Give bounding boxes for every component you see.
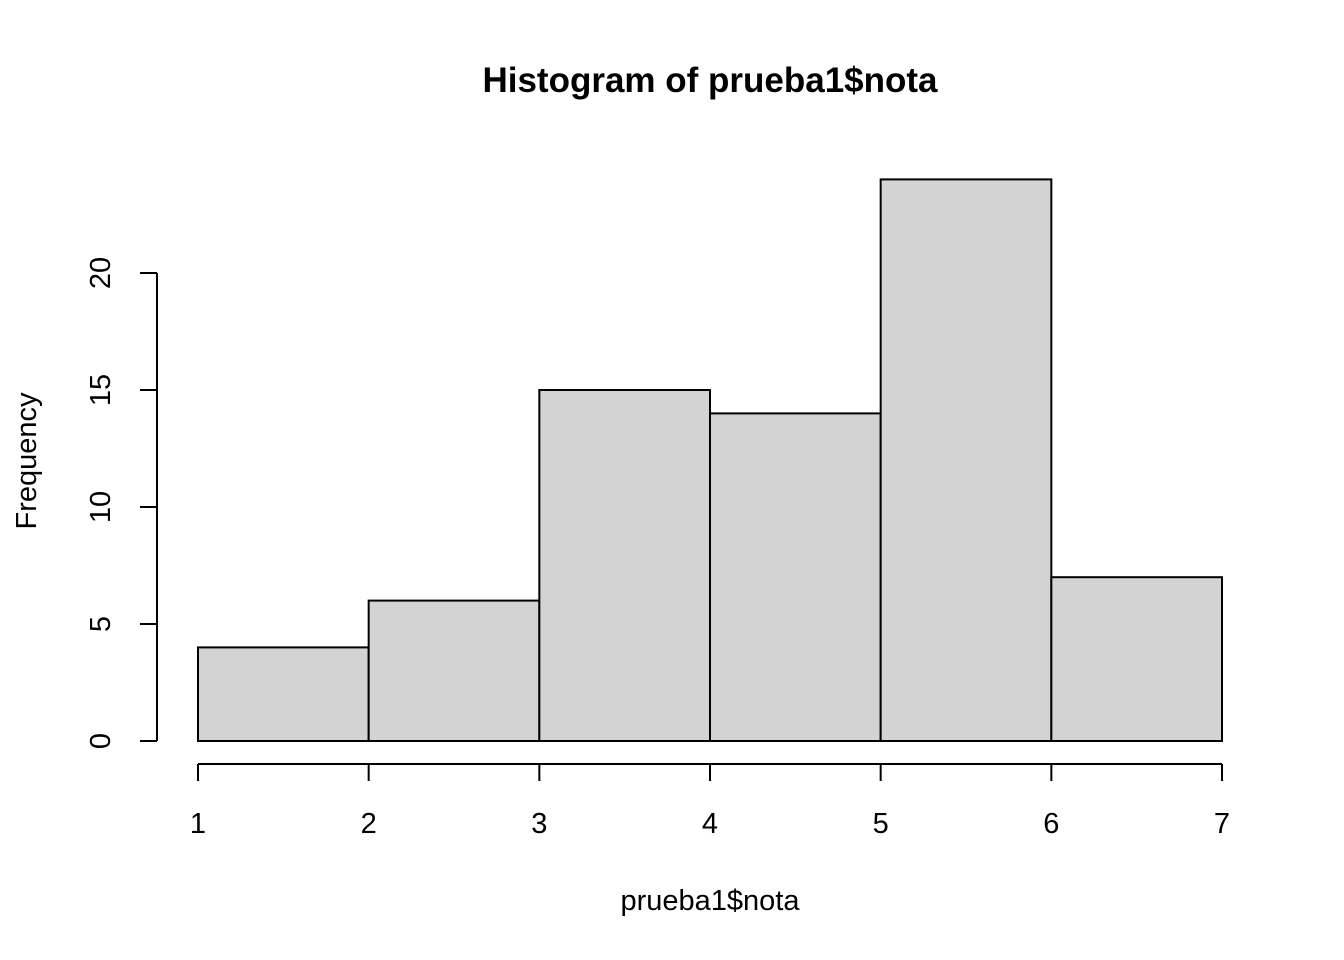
bar: [367, 599, 541, 742]
x-tick-label: 5: [873, 808, 889, 840]
x-tick-label: 2: [361, 808, 377, 840]
y-tick-label: 5: [85, 616, 117, 632]
x-tick-label: 7: [1214, 808, 1230, 840]
x-tick-label: 4: [702, 808, 718, 840]
x-tick-label: 1: [190, 808, 206, 840]
bar: [879, 178, 1053, 742]
x-tick-label: 6: [1043, 808, 1059, 840]
y-axis-label: Frequency: [11, 392, 43, 530]
y-tick-label: 0: [85, 733, 117, 749]
x-tick-label: 3: [531, 808, 547, 840]
chart-title: Histogram of prueba1$nota: [482, 61, 938, 100]
bar: [538, 389, 711, 742]
bar: [709, 412, 882, 742]
y-tick-label: 20: [85, 257, 117, 289]
y-tick-label: 15: [85, 374, 117, 406]
x-axis-label: prueba1$nota: [621, 885, 801, 917]
bar: [197, 646, 370, 743]
bar: [1050, 576, 1224, 743]
y-tick-label: 10: [85, 491, 117, 523]
